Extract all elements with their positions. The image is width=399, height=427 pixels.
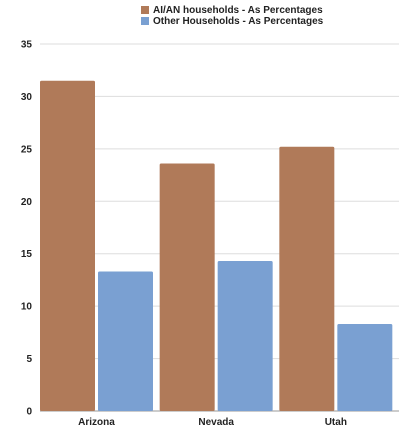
y-tick-label: 30 <box>21 92 33 103</box>
x-tick-label: Utah <box>325 417 347 427</box>
y-tick-label: 5 <box>26 354 32 365</box>
y-axis: 0 5 10 15 20 25 30 35 <box>21 40 33 418</box>
y-tick-label: 15 <box>21 249 33 260</box>
y-tick-label: 10 <box>21 302 33 313</box>
legend-label: Other Households - As Percentages <box>153 16 324 27</box>
bar-other-nevada <box>217 261 273 411</box>
legend-swatch <box>141 17 149 25</box>
bar-ai-an-utah <box>279 146 335 411</box>
y-tick-label: 35 <box>21 40 33 51</box>
bar-ai-an-nevada <box>159 163 215 411</box>
bar-other-utah <box>337 323 393 411</box>
x-axis: Arizona Nevada Utah <box>78 417 347 427</box>
y-tick-label: 20 <box>21 197 33 208</box>
legend-label: AI/AN households - As Percentages <box>153 5 323 16</box>
bars <box>40 80 393 411</box>
x-tick-label: Nevada <box>198 417 234 427</box>
x-tick-label: Arizona <box>78 417 115 427</box>
legend-swatch <box>141 6 149 14</box>
bar-ai-an-arizona <box>40 80 95 411</box>
y-tick-label: 0 <box>26 407 32 418</box>
bar-other-arizona <box>98 271 153 411</box>
y-tick-label: 25 <box>21 144 33 155</box>
